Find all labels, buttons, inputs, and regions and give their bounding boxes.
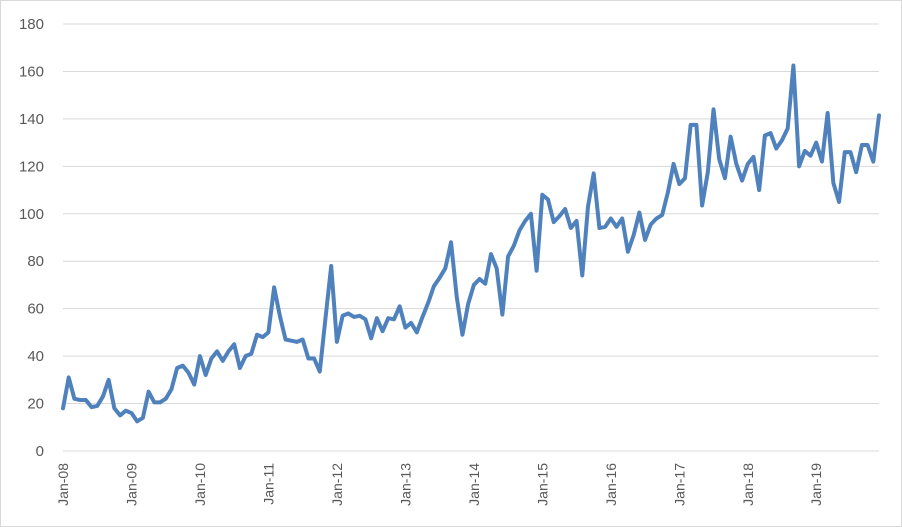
x-tick-label: Jan-13	[397, 463, 413, 506]
y-tick-label: 0	[36, 443, 44, 460]
x-tick-label: Jan-15	[534, 463, 550, 506]
x-tick-label: Jan-14	[466, 463, 482, 506]
y-tick-label: 180	[19, 16, 44, 33]
gridlines	[63, 23, 879, 452]
y-tick-label: 140	[19, 111, 44, 128]
x-tick-label: Jan-17	[671, 463, 687, 506]
x-tick-label: Jan-16	[603, 463, 619, 506]
x-axis-tick-labels: Jan-08 Jan-09 Jan-10 Jan-11 Jan-12 Jan-13 Jan-…	[55, 463, 824, 506]
x-tick-label: Jan-12	[329, 463, 345, 506]
y-tick-label: 160	[19, 63, 44, 80]
y-axis-tick-labels: 0 20 40 60 80 100 120 140 160 180	[19, 16, 44, 460]
y-tick-label: 120	[19, 158, 44, 175]
x-tick-label: Jan-19	[808, 463, 824, 506]
x-tick-label: Jan-18	[740, 463, 756, 506]
series-layer	[61, 63, 881, 424]
y-tick-label: 100	[19, 206, 44, 223]
y-tick-label: 20	[27, 396, 44, 413]
y-tick-label: 40	[27, 348, 44, 365]
y-tick-label: 60	[27, 301, 44, 318]
series-line-0	[61, 63, 881, 424]
x-tick-label: Jan-11	[260, 463, 276, 505]
x-tick-label: Jan-09	[123, 463, 139, 506]
x-tick-label: Jan-08	[55, 463, 71, 506]
x-tick-label: Jan-10	[192, 463, 208, 506]
y-tick-label: 80	[27, 253, 44, 270]
